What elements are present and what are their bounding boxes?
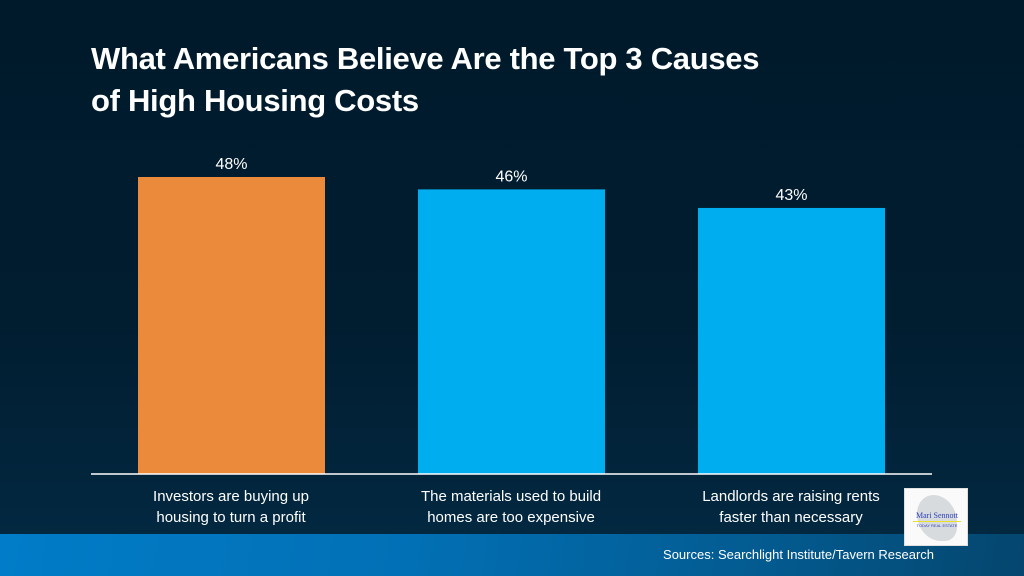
data-label-1: 48% bbox=[215, 156, 247, 173]
brand-logo: Mari Sennott TODAY REAL ESTATE bbox=[904, 488, 968, 546]
footer-band bbox=[0, 534, 1024, 576]
chart-title-line-2: of High Housing Costs bbox=[91, 83, 419, 118]
category-label-2: The materials used to build homes are to… bbox=[420, 488, 602, 526]
category-label-3: Landlords are raising rents faster than … bbox=[702, 488, 880, 526]
bar-3 bbox=[698, 207, 885, 474]
source-text: Sources: Searchlight Institute/Tavern Re… bbox=[663, 547, 934, 562]
bar-1 bbox=[138, 177, 325, 474]
chart-title-line-1: What Americans Believe Are the Top 3 Cau… bbox=[91, 41, 760, 76]
category-label-1: Investors are buying up housing to turn … bbox=[153, 488, 309, 526]
data-label-3: 43% bbox=[775, 187, 807, 204]
logo-tagline: TODAY REAL ESTATE bbox=[916, 523, 958, 528]
data-label-2: 46% bbox=[495, 168, 527, 185]
logo-name: Mari Sennott bbox=[916, 511, 958, 520]
chart-title: What Americans Believe Are the Top 3 Cau… bbox=[91, 38, 891, 122]
bar-2 bbox=[418, 189, 605, 474]
logo-underline bbox=[913, 521, 961, 522]
cape-cod-map-icon bbox=[917, 495, 957, 541]
